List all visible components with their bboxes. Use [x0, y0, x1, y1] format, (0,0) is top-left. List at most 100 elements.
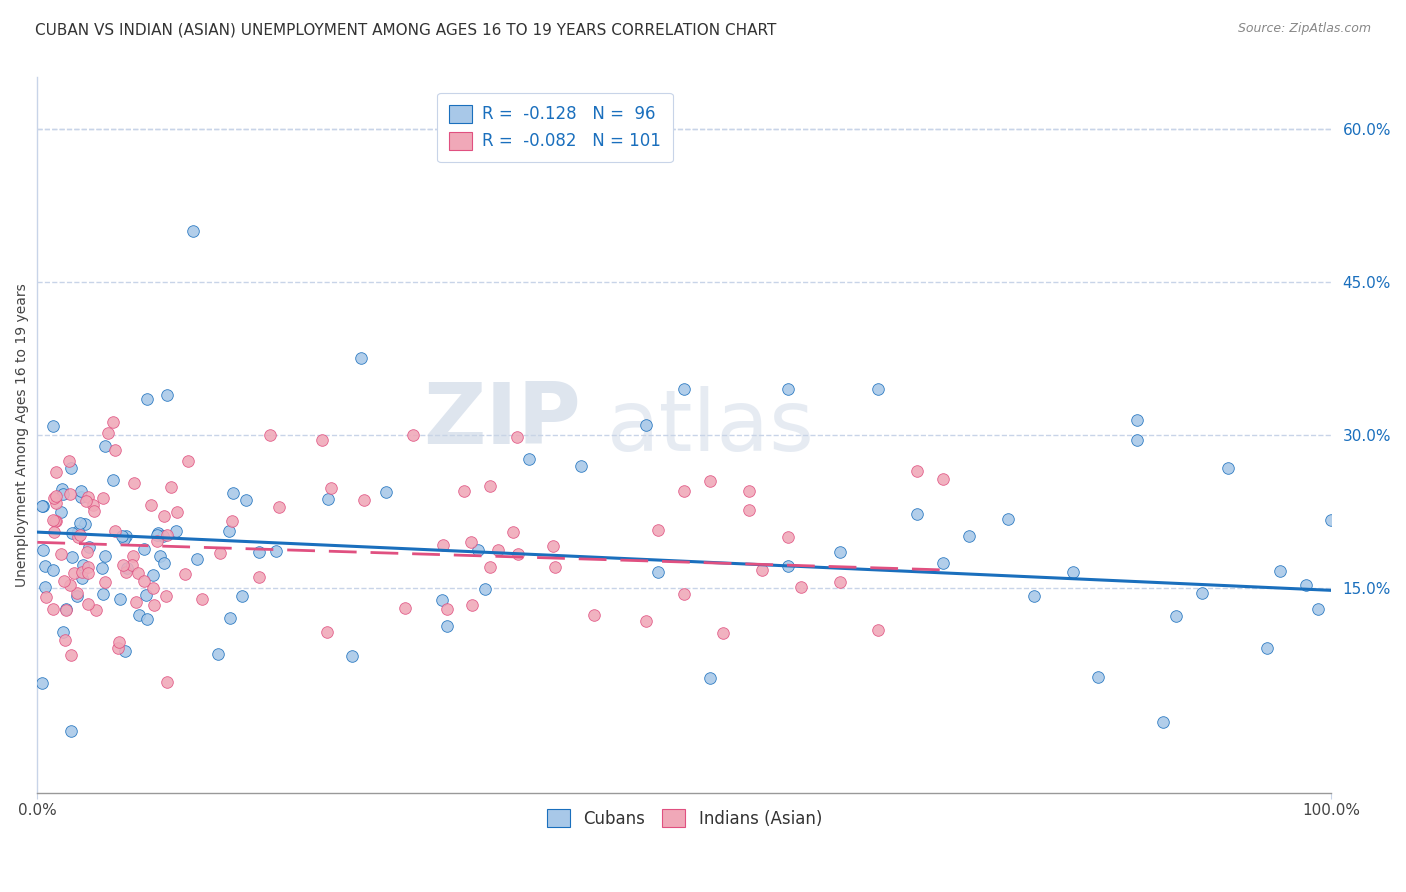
Point — [673, 587, 696, 601]
Point — [104, 443, 127, 458]
Point — [77, 490, 100, 504]
Point — [460, 535, 482, 549]
Point — [474, 582, 496, 597]
Point — [101, 473, 124, 487]
Point — [467, 543, 489, 558]
Point — [142, 582, 165, 596]
Point — [582, 607, 605, 622]
Point — [905, 464, 928, 478]
Point — [502, 524, 524, 539]
Point — [132, 574, 155, 588]
Point — [93, 574, 115, 589]
Point — [479, 560, 502, 574]
Point — [776, 382, 799, 396]
Point — [375, 485, 398, 500]
Point — [52, 486, 75, 500]
Point — [905, 507, 928, 521]
Point — [136, 612, 159, 626]
Legend: Cubans, Indians (Asian): Cubans, Indians (Asian) — [540, 803, 828, 834]
Point — [148, 526, 170, 541]
Text: atlas: atlas — [607, 386, 814, 469]
Point — [45, 465, 67, 479]
Point — [69, 490, 91, 504]
Point — [112, 533, 135, 547]
Point — [208, 546, 231, 560]
Point — [316, 624, 339, 639]
Point — [111, 558, 134, 573]
Point — [340, 648, 363, 663]
Point — [52, 625, 75, 640]
Point — [156, 675, 179, 690]
Point — [31, 500, 53, 514]
Point — [70, 565, 93, 579]
Point — [790, 580, 813, 594]
Point — [218, 524, 240, 538]
Point — [1191, 586, 1213, 600]
Point — [121, 549, 143, 563]
Point — [45, 514, 67, 528]
Point — [1087, 669, 1109, 683]
Point — [41, 602, 63, 616]
Point — [82, 498, 104, 512]
Point — [45, 489, 67, 503]
Point — [868, 382, 890, 396]
Point — [127, 566, 149, 581]
Point — [247, 545, 270, 559]
Point — [60, 724, 83, 739]
Point — [432, 538, 454, 552]
Point — [53, 633, 76, 648]
Point — [647, 566, 669, 580]
Point — [55, 603, 77, 617]
Point — [94, 439, 117, 453]
Point — [479, 479, 502, 493]
Point — [44, 515, 66, 529]
Point — [125, 595, 148, 609]
Point — [51, 506, 73, 520]
Point — [97, 425, 120, 440]
Point — [91, 587, 114, 601]
Point — [394, 601, 416, 615]
Point — [146, 534, 169, 549]
Point — [83, 504, 105, 518]
Point — [115, 566, 138, 580]
Point — [31, 500, 53, 514]
Point — [673, 484, 696, 499]
Point — [432, 592, 454, 607]
Point — [49, 547, 72, 561]
Point — [218, 611, 240, 625]
Point — [31, 676, 53, 690]
Point — [94, 549, 117, 563]
Point — [55, 602, 77, 616]
Point — [1062, 565, 1084, 579]
Point — [114, 529, 136, 543]
Point — [108, 635, 131, 649]
Point — [190, 591, 212, 606]
Point — [505, 430, 527, 444]
Point — [1295, 578, 1317, 592]
Point — [738, 503, 761, 517]
Point — [634, 615, 657, 629]
Point — [75, 494, 97, 508]
Point — [51, 482, 73, 496]
Point — [108, 592, 131, 607]
Point — [453, 484, 475, 499]
Point — [1164, 609, 1187, 624]
Point — [35, 590, 58, 604]
Point — [711, 626, 734, 640]
Point — [647, 523, 669, 537]
Point — [128, 608, 150, 623]
Point — [34, 580, 56, 594]
Point — [181, 224, 204, 238]
Point — [122, 476, 145, 491]
Point — [932, 556, 955, 570]
Point — [1022, 590, 1045, 604]
Point — [751, 563, 773, 577]
Point — [267, 500, 290, 514]
Point — [155, 589, 177, 603]
Point — [699, 474, 721, 488]
Point — [316, 492, 339, 507]
Point — [1126, 412, 1149, 426]
Point — [60, 525, 83, 540]
Point — [828, 574, 851, 589]
Point — [66, 524, 89, 539]
